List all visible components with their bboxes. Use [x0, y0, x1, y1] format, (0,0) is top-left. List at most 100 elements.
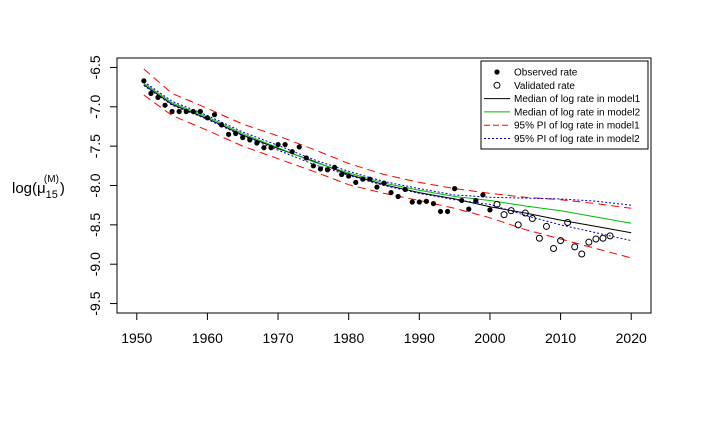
observed-point: [275, 141, 281, 148]
observed-point: [423, 198, 429, 204]
legend-label: Validated rate: [514, 81, 575, 92]
observed-point: [416, 199, 422, 205]
validated-point: [493, 200, 501, 208]
observed-point: [331, 164, 338, 170]
validated-point: [500, 211, 508, 219]
observed-point: [155, 94, 161, 100]
observed-point: [346, 173, 352, 179]
x-tick-label: 1990: [404, 330, 435, 346]
y-axis-label-superscript: (M): [44, 174, 59, 185]
observed-point: [487, 207, 493, 213]
observed-point: [218, 122, 225, 128]
y-tick-label: -8.0: [87, 173, 103, 197]
y-tick-label: -7.0: [87, 95, 103, 119]
observed-point: [268, 145, 274, 151]
observed-point: [339, 171, 345, 178]
validated-point: [557, 237, 565, 245]
observed-point: [367, 176, 373, 182]
legend-entry: 95% PI of log rate in model2: [484, 134, 640, 145]
observed-point: [388, 189, 394, 196]
y-axis-label-prefix: log(: [12, 180, 37, 197]
observed-point: [282, 141, 288, 148]
observed-point: [353, 179, 359, 185]
observed-point: [480, 192, 486, 198]
observed-point: [466, 206, 472, 212]
observed-point: [169, 108, 175, 115]
observed-point: [141, 78, 147, 84]
legend-label: Median of log rate in model1: [514, 94, 641, 105]
validated-point: [521, 209, 529, 217]
series-line-pi-lower-model1: [143, 94, 632, 259]
legend-entry: Validated rate: [493, 81, 575, 92]
observed-point: [381, 180, 387, 186]
legend-symbol: [494, 69, 500, 75]
y-axis-label-suffix: ): [60, 180, 65, 197]
legend-entry: Median of log rate in model1: [484, 94, 641, 105]
validated-point: [592, 235, 600, 243]
observed-point: [303, 155, 309, 161]
legend-label: 95% PI of log rate in model2: [514, 134, 640, 145]
observed-point: [374, 184, 380, 190]
legend-entry: Median of log rate in model2: [484, 107, 641, 118]
observed-point: [226, 131, 232, 137]
validated-point: [564, 218, 572, 226]
y-tick-label: -9.5: [87, 291, 103, 315]
observed-point: [240, 134, 246, 141]
validated-point: [542, 222, 550, 230]
validated-point: [514, 221, 522, 229]
observed-point: [148, 90, 154, 97]
observed-point: [459, 197, 465, 204]
x-tick-label: 1950: [121, 330, 152, 346]
series-line-pi-upper-model1: [143, 68, 632, 209]
observed-point: [395, 193, 401, 200]
observed-point: [296, 144, 302, 150]
x-tick-label: 1960: [192, 330, 223, 346]
legend-box: [480, 60, 649, 150]
y-axis-label: log(μ15 (M)): [12, 174, 65, 201]
validated-point: [550, 244, 558, 252]
observed-point: [452, 186, 458, 192]
observed-point: [324, 167, 331, 173]
observed-point: [204, 115, 211, 121]
observed-point: [444, 208, 451, 215]
observed-point: [190, 108, 196, 115]
observed-point: [402, 186, 408, 193]
legend-label: Median of log rate in model2: [514, 107, 641, 118]
observed-point: [176, 108, 182, 115]
y-axis-label-subscript: 15: [46, 189, 58, 201]
validated-point: [585, 238, 593, 246]
observed-point: [247, 137, 253, 143]
legend-entry: 95% PI of log rate in model1: [484, 121, 640, 132]
observed-point: [317, 166, 324, 172]
x-tick-label: 1970: [262, 330, 293, 346]
y-tick-label: -7.5: [87, 134, 103, 158]
observed-point: [360, 176, 366, 182]
legend-label: 95% PI of log rate in model1: [514, 121, 640, 132]
validated-point: [578, 250, 586, 258]
observed-point: [197, 108, 203, 115]
x-axis: 1950 1960 1970 1980 1990 2000 2010 2020: [121, 312, 647, 346]
x-tick-label: 2000: [474, 330, 505, 346]
observed-point: [254, 140, 260, 146]
y-tick-label: -9.0: [87, 252, 103, 276]
observed-point: [289, 149, 295, 155]
x-tick-label: 2020: [616, 330, 647, 346]
legend-label: Observed rate: [514, 68, 578, 79]
observed-point: [310, 163, 316, 169]
observed-point: [233, 130, 239, 137]
validated-point: [571, 243, 579, 251]
y-tick-label: -8.5: [87, 213, 103, 237]
observed-point: [183, 108, 189, 115]
observed-point: [261, 145, 267, 151]
observed-point: [430, 201, 437, 207]
validated-point: [507, 207, 515, 215]
x-tick-label: 2010: [545, 330, 576, 346]
y-axis-label-symbol: μ: [37, 180, 46, 197]
validated-point: [528, 215, 536, 223]
legend-entry: Observed rate: [494, 68, 578, 79]
legend-symbol: [493, 81, 501, 89]
validated-point: [535, 234, 543, 242]
x-tick-label: 1980: [333, 330, 364, 346]
points-layer: [141, 78, 614, 258]
